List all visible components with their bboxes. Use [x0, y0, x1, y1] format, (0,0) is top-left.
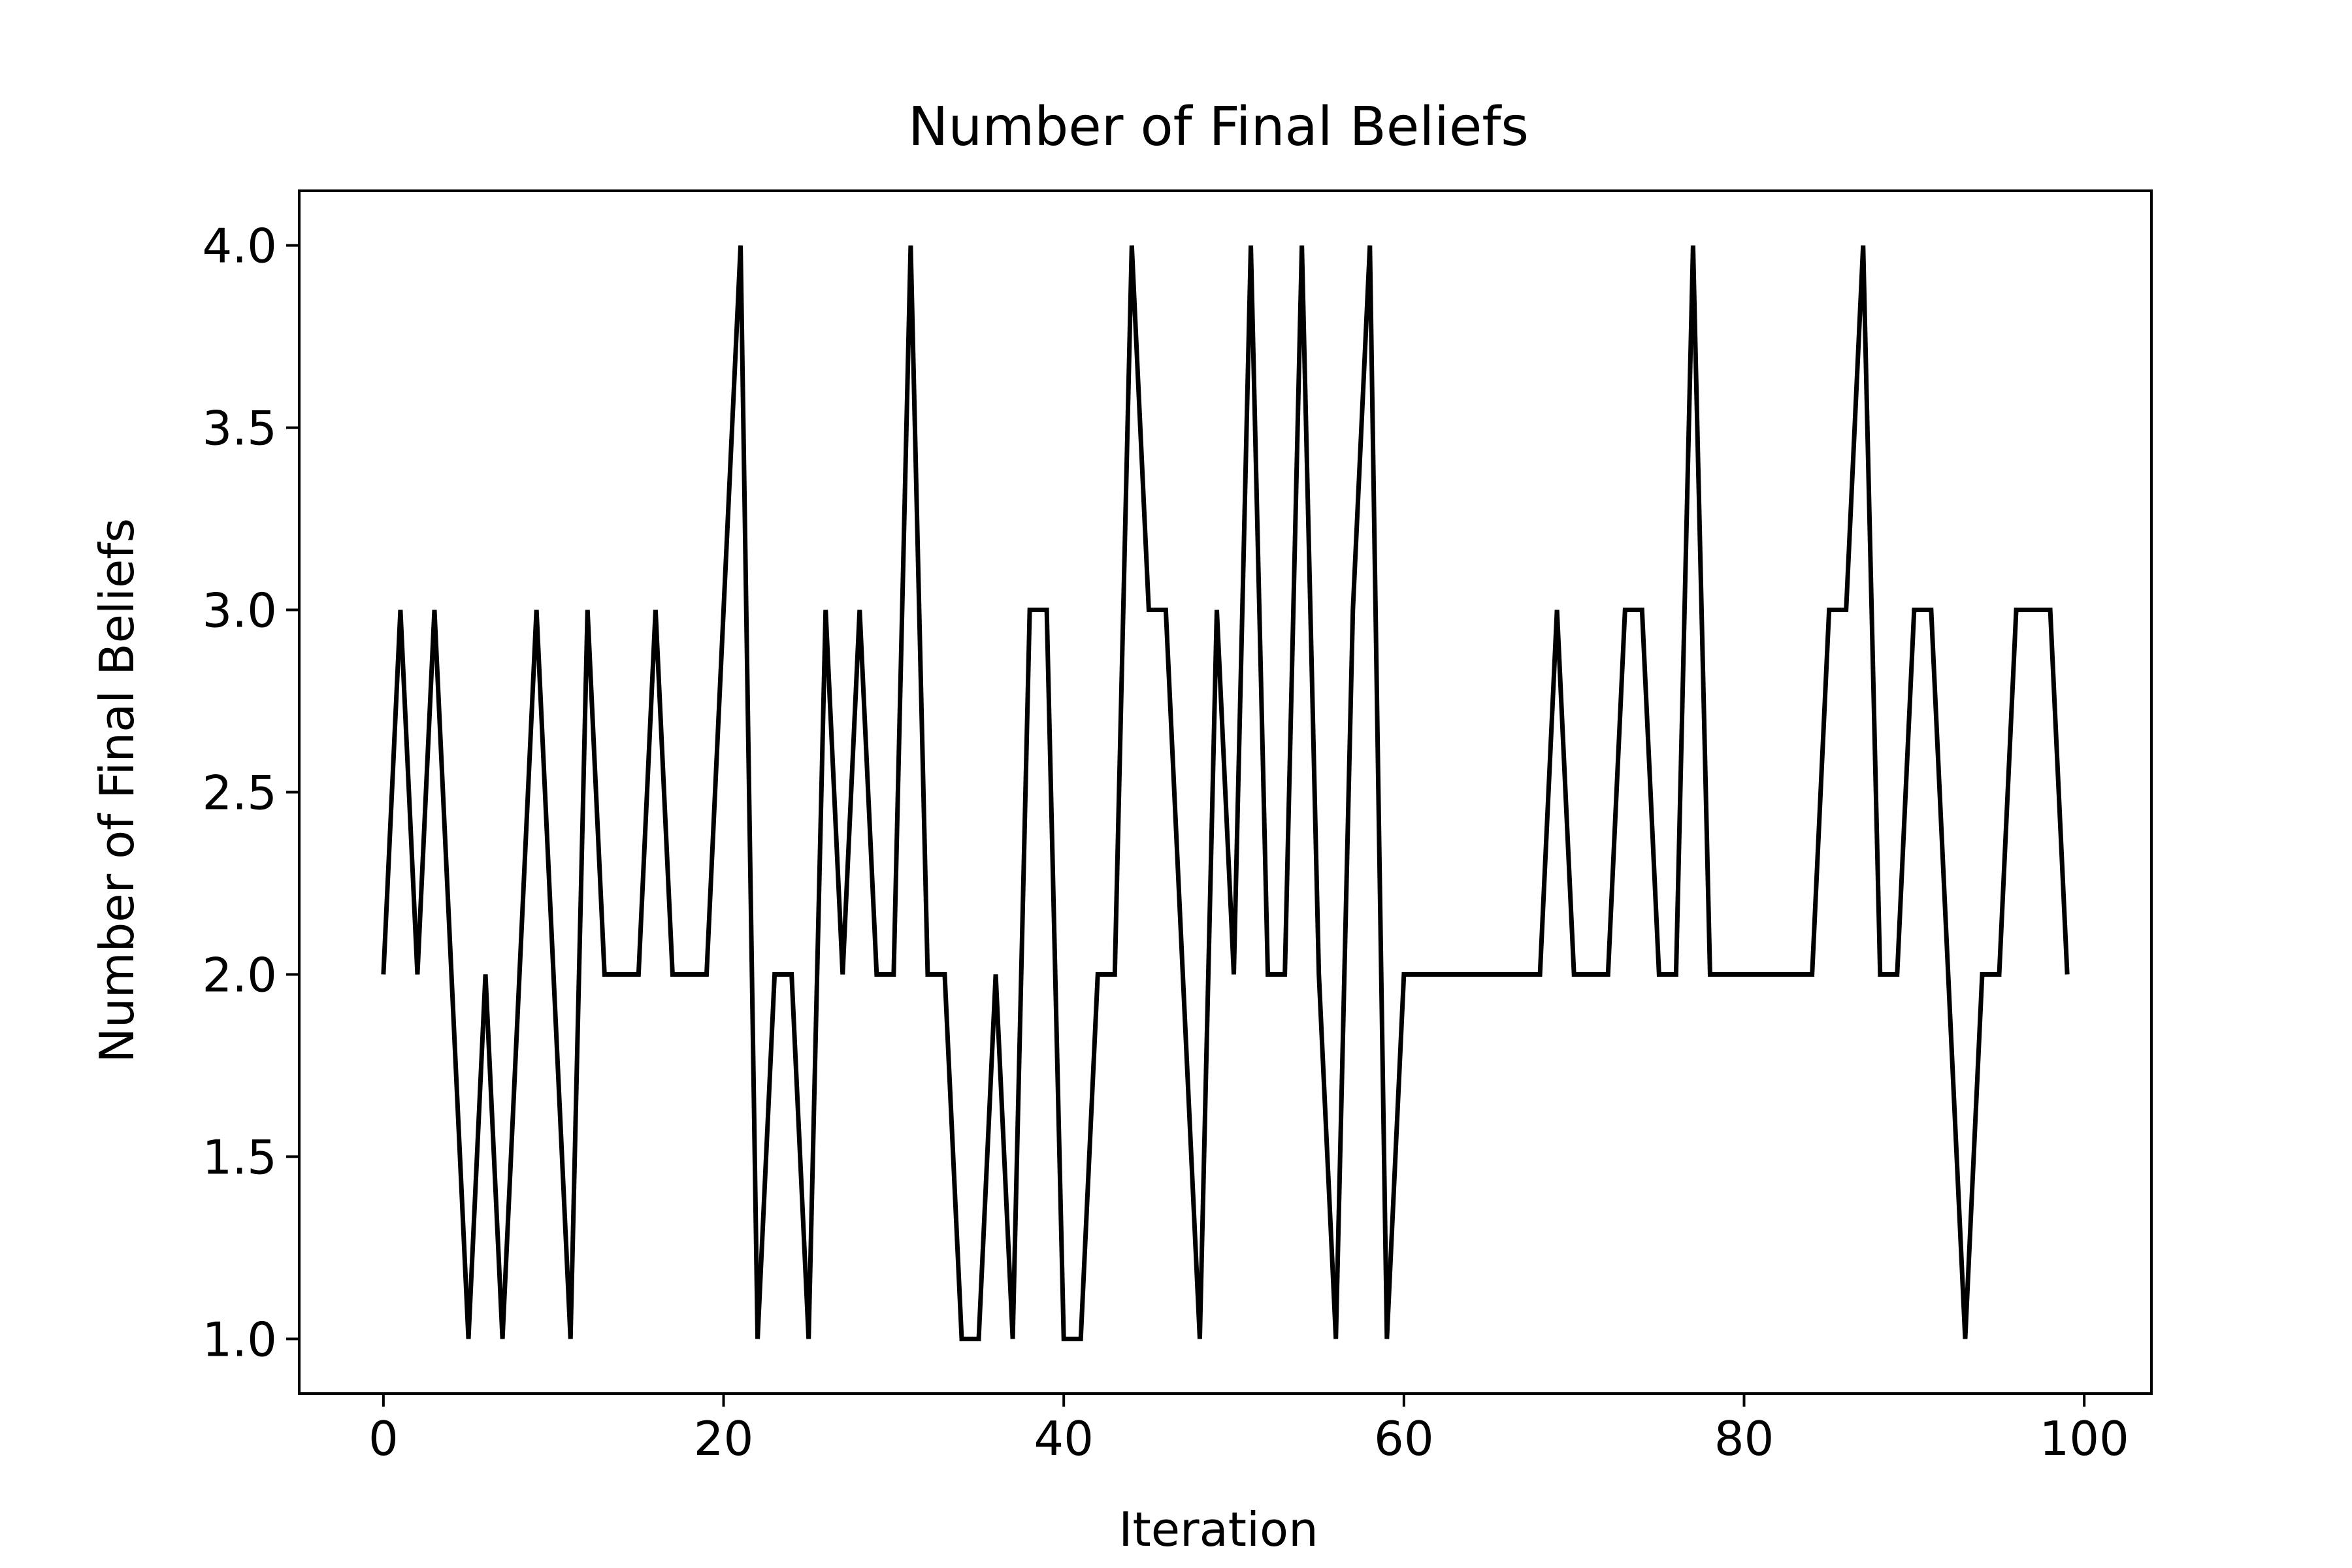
series-line	[381, 245, 2070, 1341]
y-tick-label: 3.0	[202, 583, 277, 638]
x-tick-label: 0	[368, 1411, 399, 1466]
x-axis-label: Iteration	[1119, 1502, 1318, 1557]
y-tick-label: 3.5	[202, 401, 277, 456]
y-axis: 1.0 1.5 2.0 2.5 3.0 3.5 4.0	[202, 219, 299, 1367]
x-tick-label: 40	[1034, 1411, 1094, 1466]
y-tick-label: 1.5	[202, 1130, 277, 1184]
x-axis: 0 20 40 60 80 100	[368, 1394, 2129, 1466]
y-tick-label: 2.5	[202, 766, 277, 821]
x-tick-label: 60	[1374, 1411, 1434, 1466]
x-tick-label: 100	[2039, 1411, 2129, 1466]
y-tick-label: 2.0	[202, 947, 277, 1002]
y-tick-label: 1.0	[202, 1312, 277, 1367]
y-axis-label: Number of Final Beliefs	[90, 518, 144, 1063]
x-tick-label: 80	[1714, 1411, 1774, 1466]
y-tick-label: 4.0	[202, 219, 277, 274]
chart-title: Number of Final Beliefs	[908, 96, 1529, 158]
x-tick-label: 20	[694, 1411, 754, 1466]
